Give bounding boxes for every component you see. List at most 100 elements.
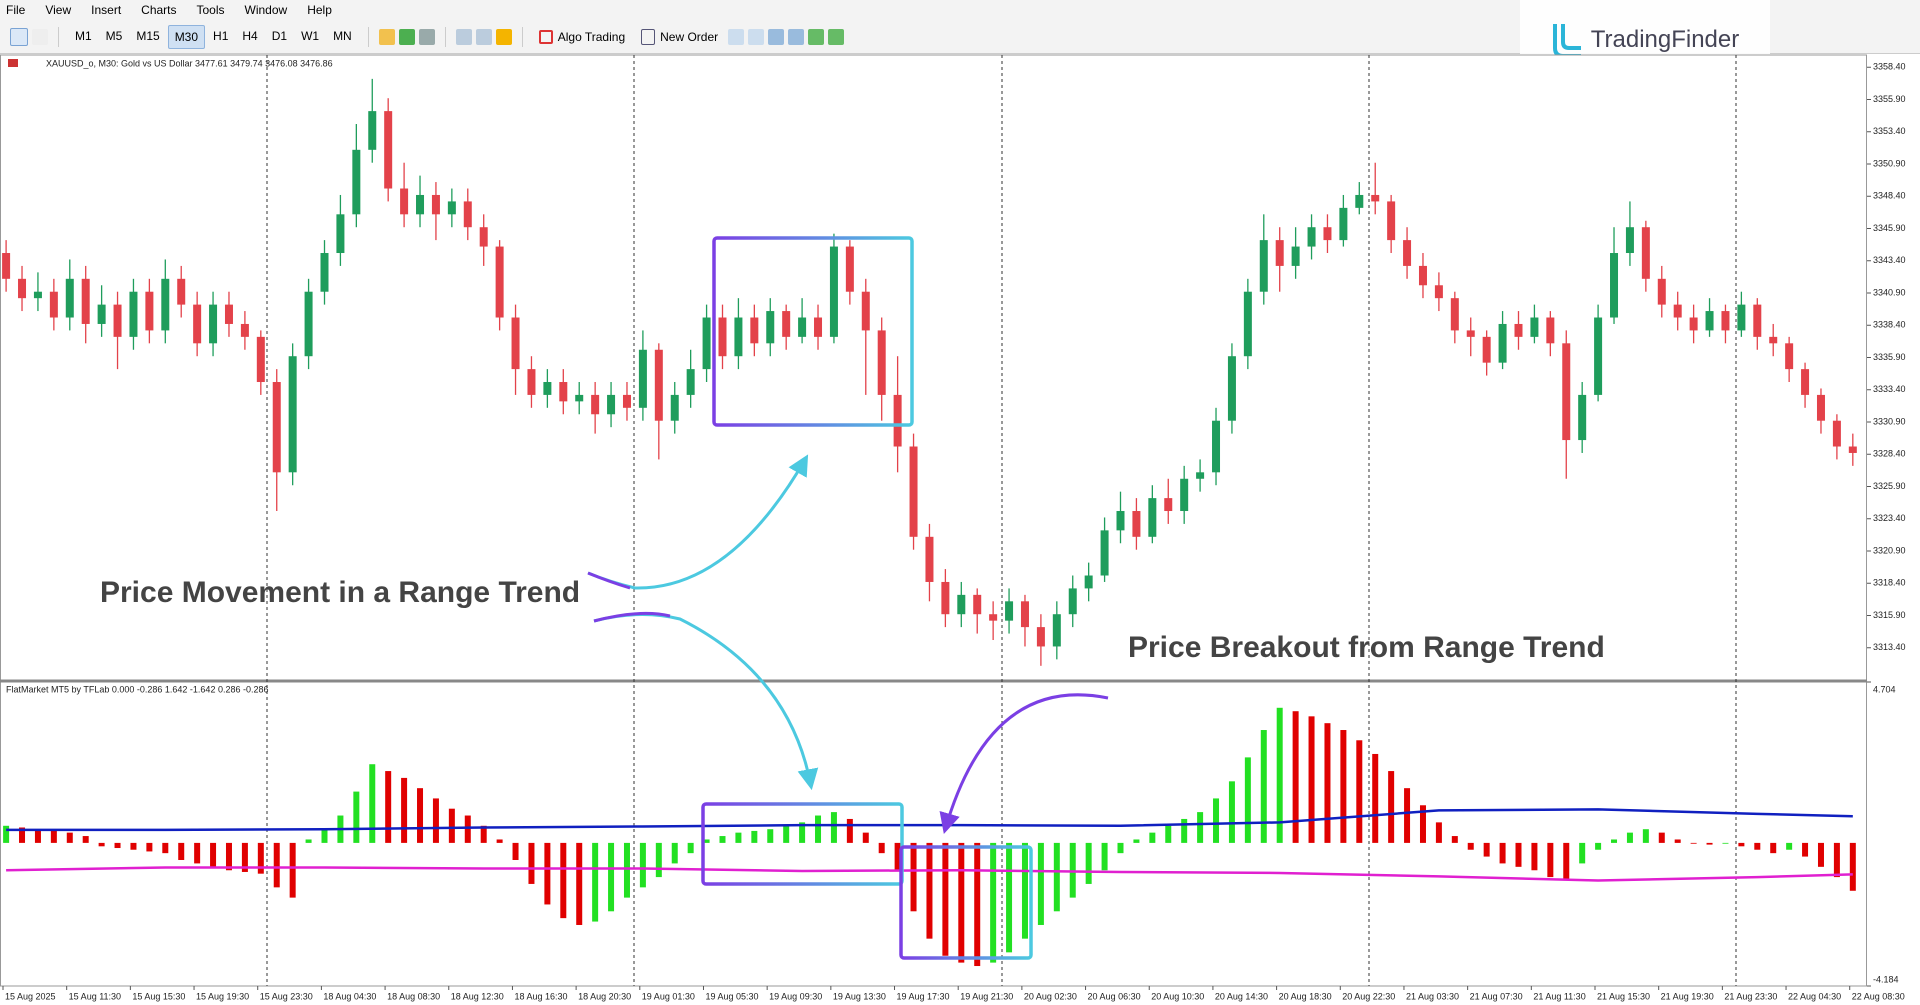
histogram-bar	[862, 832, 869, 843]
candle-body	[1052, 614, 1061, 647]
candle-body	[909, 446, 918, 537]
templates[interactable]	[475, 28, 492, 45]
candle-body	[1418, 265, 1427, 286]
candle-body	[925, 536, 934, 582]
indicator-title: FlatMarket MT5 by TFLab 0.000 -0.286 1.6…	[6, 684, 269, 694]
candle-body	[161, 278, 170, 331]
candle-body	[1387, 201, 1396, 241]
separator	[58, 26, 59, 47]
histogram-bar	[1340, 730, 1347, 843]
timeframe-button[interactable]: M15	[136, 28, 160, 43]
histogram-bar	[1515, 842, 1522, 867]
menu-item[interactable]: View	[45, 3, 72, 17]
histogram-bar	[1356, 740, 1363, 843]
indicators[interactable]	[398, 28, 415, 45]
menu-item[interactable]: Window	[244, 3, 288, 17]
symbol-icon	[8, 59, 18, 67]
cursor-tool[interactable]	[10, 27, 28, 46]
histogram-bar	[1053, 842, 1060, 912]
timeframe-button[interactable]: W1	[301, 28, 320, 43]
histogram-bar	[1308, 716, 1315, 843]
histogram-bar	[417, 788, 424, 843]
x-tick-label: 22 Aug 08:30	[1852, 991, 1905, 1001]
candle-body	[1848, 446, 1857, 453]
histogram-bar	[1706, 842, 1713, 845]
timeframe-button[interactable]: MN	[333, 28, 352, 43]
x-tick-label: 21 Aug 19:30	[1661, 991, 1714, 1001]
histogram-bar	[1817, 842, 1824, 867]
chart-shift[interactable]	[828, 28, 845, 45]
y-tick-label: 4.704	[1873, 684, 1896, 694]
menu-item[interactable]: File	[6, 3, 26, 17]
candle-body	[129, 291, 138, 337]
menu-item[interactable]: Charts	[141, 3, 177, 17]
chart: 3358.40 3355.90 3353.40 3350.90 3348.40 3345.…	[0, 54, 1906, 1001]
timeframe-button[interactable]: M5	[105, 28, 123, 43]
y-tick-label: 3318.40	[1873, 578, 1906, 588]
candle-body	[1212, 420, 1221, 473]
histogram-bar	[448, 808, 455, 843]
zoom-out[interactable]	[748, 28, 765, 45]
indicator-breakout-box	[899, 845, 1033, 960]
timeframe-button[interactable]: M1	[75, 28, 92, 43]
histogram-bar	[353, 791, 360, 843]
candle-body	[893, 394, 902, 447]
candle-body	[18, 278, 27, 299]
histogram-bar	[1404, 788, 1411, 843]
crosshair-tool[interactable]	[32, 28, 48, 45]
timeframe-button[interactable]: H4	[242, 28, 258, 43]
timeframe-button[interactable]: H1	[213, 28, 229, 43]
indicator-line	[6, 866, 1853, 882]
timeframe-button[interactable]: M30	[167, 24, 206, 49]
candle-body	[33, 291, 42, 299]
properties[interactable]	[788, 28, 805, 45]
zoom-in[interactable]	[728, 28, 745, 45]
histogram-bar	[464, 815, 471, 843]
histogram-bar	[19, 827, 26, 843]
x-tick-label: 21 Aug 23:30	[1724, 991, 1777, 1001]
candle-body	[989, 614, 998, 621]
arrow-tail	[587, 571, 631, 590]
objects[interactable]	[418, 28, 435, 45]
new-order-button[interactable]: New Order	[635, 25, 724, 49]
candle-body	[288, 356, 297, 473]
order-icon	[641, 28, 656, 45]
histogram-bar	[130, 842, 137, 850]
indicator-panel	[0, 681, 1867, 987]
scroll-chart[interactable]	[808, 28, 825, 45]
y-tick-label: 3328.40	[1873, 449, 1906, 459]
histogram-bar	[34, 829, 41, 843]
chart-type[interactable]	[455, 28, 472, 45]
histogram-bar	[1244, 757, 1251, 843]
histogram-bar	[385, 771, 392, 843]
annotation: Price Movement in a Range Trend	[100, 576, 580, 609]
histogram-bar	[1085, 842, 1092, 884]
algo-trading-button[interactable]: Algo Trading	[533, 26, 631, 48]
timeframe-button[interactable]: D1	[271, 28, 288, 43]
candle-body	[193, 304, 202, 344]
candle-body	[1227, 356, 1236, 421]
histogram-bar	[241, 842, 248, 872]
menu-item[interactable]: Help	[307, 3, 332, 17]
menu-item[interactable]: Insert	[91, 3, 122, 17]
candle-body	[686, 369, 695, 395]
candle-body	[591, 394, 600, 415]
x-tick-label: 19 Aug 13:30	[833, 991, 886, 1001]
histogram-bar	[257, 842, 264, 874]
histogram-bar	[194, 842, 201, 864]
x-tick-label: 15 Aug 23:30	[260, 991, 313, 1001]
menu-bar: File View Insert Charts Tools Window Help	[0, 0, 1920, 20]
histogram-bar	[1037, 842, 1044, 925]
candle-body	[49, 291, 58, 318]
candle-body	[1068, 588, 1077, 615]
histogram-bar	[210, 842, 217, 867]
candle-body	[622, 394, 631, 408]
tile-windows[interactable]	[768, 28, 785, 45]
menu-item[interactable]: Tools	[196, 3, 225, 17]
histogram-bar	[1802, 842, 1809, 857]
candle-body	[1450, 298, 1459, 331]
candle-body	[654, 349, 663, 421]
chart-folder[interactable]	[378, 28, 395, 45]
signals[interactable]	[495, 28, 512, 45]
y-tick-label: 3345.90	[1873, 223, 1906, 233]
